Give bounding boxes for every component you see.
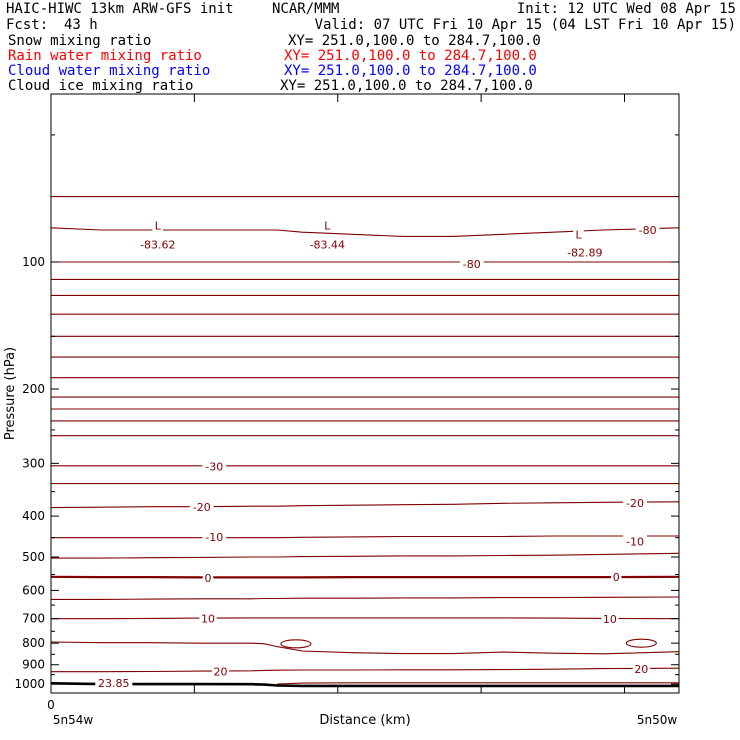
contour-label: -10 [205, 531, 223, 544]
contour-label: -20 [626, 497, 644, 510]
field-xy-cloud-ice: XY= 251.0,100.0 to 284.7,100.0 [280, 78, 533, 94]
contour-label-bg [202, 529, 227, 542]
field-name-cloud-ice: Cloud ice mixing ratio [8, 78, 194, 94]
field-xy-rain: XY= 251.0,100.0 to 284.7,100.0 [284, 48, 537, 64]
contour-label-bg [95, 676, 133, 689]
y-tick-label: 600 [22, 583, 45, 597]
contour-label: L [324, 220, 331, 233]
contour-label-bg [623, 495, 647, 508]
contour-label-bg [459, 256, 484, 269]
x-axis-label: Distance (km) [319, 713, 410, 728]
contour-label: L [575, 228, 582, 241]
contour-line [51, 596, 680, 600]
contour-label-bg [610, 570, 622, 583]
contour-line [51, 552, 680, 559]
contour-label-bg [623, 534, 647, 547]
y-axis-label: Pressure (hPa) [3, 347, 18, 440]
contour-label-bg [202, 459, 227, 472]
contour-line [50, 641, 680, 655]
contour-label-bg [632, 662, 650, 675]
x-location-label-left: 5n54w [53, 713, 94, 727]
contour-label: 20 [214, 666, 228, 679]
contour-label: -83.44 [310, 239, 345, 252]
contour-label: 10 [201, 613, 215, 626]
header-institution: NCAR/MMM [272, 1, 340, 17]
contour-label-bg [635, 223, 660, 236]
contour-line [51, 667, 680, 673]
x-tick-label-start: 0 [47, 698, 55, 712]
contour-label-bg [322, 218, 333, 231]
y-tick-label: 900 [22, 658, 45, 672]
field-xy-cloud-water: XY= 251.0,100.0 to 284.7,100.0 [284, 63, 537, 79]
contour-label-bg [563, 245, 607, 258]
field-name-rain: Rain water mixing ratio [8, 48, 202, 64]
contour-label: -80 [639, 224, 657, 237]
closed-contour [625, 638, 657, 648]
contour-line [277, 682, 679, 685]
contour-label-bg [305, 237, 350, 250]
contour-line [50, 501, 680, 509]
contour-line [51, 617, 680, 620]
header-valid: Valid: 07 UTC Fri 10 Apr 15 (04 LST Fri … [314, 17, 736, 33]
contour-label: L [155, 220, 162, 233]
field-name-snow: Snow mixing ratio [8, 33, 152, 49]
header-fcst-value: 43 h [64, 17, 98, 33]
y-tick-label: 200 [22, 382, 45, 396]
terrain-line [50, 682, 679, 688]
contour-label-bg [211, 664, 230, 677]
contour-label: -82.89 [567, 247, 602, 260]
y-tick-label: 400 [22, 509, 45, 523]
contour-annotation-layer: L -83.62 L -83.44 L -82.89 -80 -80 -30 -20 -20 -10 -… [95, 218, 660, 690]
header-fcst-label: Fcst: [6, 17, 49, 33]
contour-label: 0 [613, 571, 620, 584]
contour-line [50, 575, 680, 579]
terrain-layer [50, 682, 679, 688]
field-name-cloud-water: Cloud water mixing ratio [8, 63, 211, 79]
contour-label-bg [199, 611, 217, 624]
y-tick-label: 100 [22, 255, 45, 269]
x-location-label-right: 5n50w [637, 713, 678, 727]
y-tick-label: 1000 [14, 677, 45, 691]
contour-label: -10 [626, 535, 644, 548]
y-tick-label: 800 [22, 636, 45, 650]
contour-label: 23.85 [98, 677, 130, 690]
plot-frame [50, 93, 680, 694]
field-xy-snow: XY= 251.0,100.0 to 284.7,100.0 [288, 33, 541, 49]
header-title: HAIC-HIWC 13km ARW-GFS init [6, 1, 234, 17]
contour-label-bg [573, 227, 584, 240]
contour-label: -20 [193, 501, 211, 514]
contour-label-bg [152, 218, 164, 231]
contour-layer [50, 196, 680, 685]
contour-label: 0 [205, 572, 212, 585]
closed-contour [280, 639, 312, 649]
contour-line [51, 535, 679, 539]
contour-label: 10 [603, 613, 617, 626]
contour-label-bg [601, 611, 619, 624]
contour-line [50, 227, 680, 237]
y-tick-label: 500 [22, 550, 45, 564]
contour-label-bg [135, 237, 180, 250]
contour-label: 20 [634, 663, 648, 676]
x-axis [50, 94, 626, 693]
contour-label-bg [202, 570, 214, 583]
contour-label-bg [189, 500, 214, 513]
contour-label: -30 [205, 460, 223, 473]
y-tick-label: 300 [22, 456, 45, 470]
contour-label: -80 [463, 258, 481, 271]
header-init: Init: 12 UTC Wed 08 Apr 15 [516, 1, 736, 17]
contour-label: -83.62 [140, 239, 175, 252]
y-tick-label: 700 [22, 612, 45, 626]
